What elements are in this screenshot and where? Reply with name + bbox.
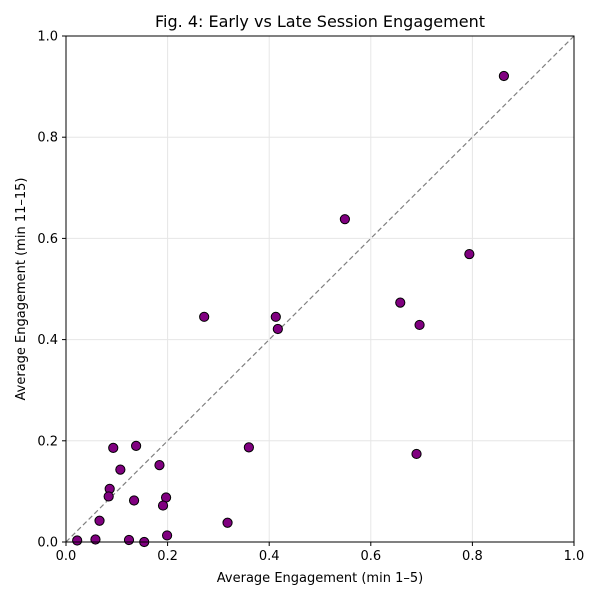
scatter-point (154, 459, 165, 471)
scatter-point (411, 448, 422, 460)
scatter-point (123, 534, 135, 546)
data-points (72, 70, 509, 548)
x-tick-label: 0.6 (360, 549, 381, 564)
x-axis-ticks: 0.0 0.2 0.4 0.6 0.8 1.0 (56, 542, 585, 564)
x-axis-label: Average Engagement (min 1–5) (217, 571, 423, 586)
x-tick-label: 0.8 (462, 549, 483, 564)
scatter-point (72, 535, 83, 546)
scatter-point (128, 495, 140, 506)
x-tick-label: 0.0 (56, 549, 77, 564)
scatter-point (115, 464, 126, 475)
y-axis-ticks: 0.0 0.2 0.4 0.6 0.8 1.0 (37, 30, 66, 551)
y-tick-label: 0.8 (37, 131, 58, 146)
scatter-point (498, 70, 509, 82)
y-tick-label: 1.0 (37, 30, 58, 45)
y-tick-label: 0.0 (37, 536, 58, 551)
scatter-point (222, 517, 233, 528)
scatter-point (161, 530, 173, 541)
scatter-point (243, 442, 254, 453)
scatter-point (414, 319, 425, 331)
scatter-point (94, 515, 105, 526)
x-tick-label: 0.2 (157, 549, 178, 564)
scatter-point (157, 500, 169, 511)
plot-area-frame (65, 35, 575, 543)
x-tick-label: 0.4 (259, 549, 280, 564)
y-tick-label: 0.6 (37, 232, 58, 247)
scatter-point (199, 311, 210, 322)
y-tick-label: 0.2 (37, 434, 58, 449)
x-tick-label: 1.0 (564, 549, 585, 564)
scatter-point (395, 297, 406, 308)
scatter-point (464, 248, 475, 260)
y-axis-label: Average Engagement (min 11–15) (14, 178, 29, 401)
scatter-point (339, 214, 350, 225)
y-tick-label: 0.4 (37, 333, 58, 348)
scatter-point (272, 323, 283, 335)
chart-title: Fig. 4: Early vs Late Session Engagement (155, 12, 485, 31)
scatter-point (108, 442, 119, 453)
scatter-point (131, 440, 142, 451)
scatter-point (90, 534, 101, 545)
scatter-point (270, 311, 281, 322)
scatter-point (103, 491, 114, 502)
